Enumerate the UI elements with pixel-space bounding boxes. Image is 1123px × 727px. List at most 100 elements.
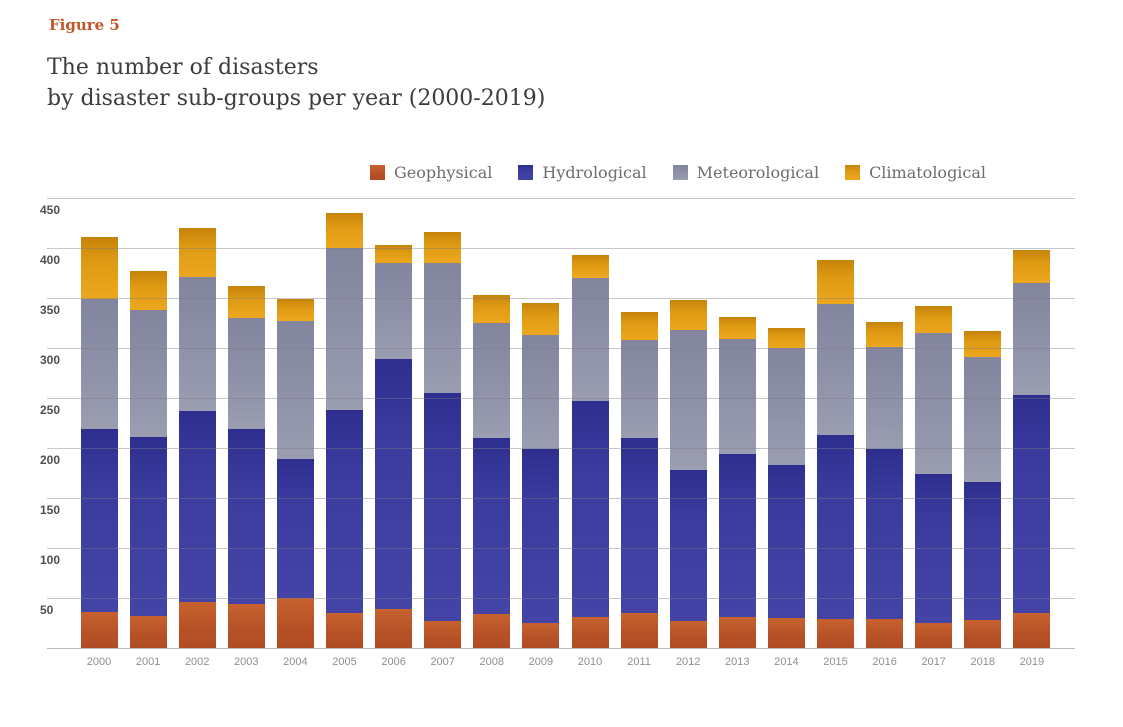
x-tick-label-2017: 2017 (921, 656, 946, 668)
legend-item-climatological: Climatological (845, 163, 986, 182)
bar-segment-meteorological-2002 (178, 277, 216, 411)
bar-segment-meteorological-2001 (129, 310, 167, 437)
bar-segment-hydrological-2007 (424, 393, 462, 621)
x-tick-label-2016: 2016 (872, 656, 897, 668)
legend-label-meteorological: Meteorological (696, 163, 820, 182)
x-tick-label-2007: 2007 (430, 656, 455, 668)
x-tick-label-2012: 2012 (675, 656, 701, 668)
gridline-400 (47, 248, 1075, 249)
y-tick-label-450: 450 (40, 203, 61, 217)
bar-segment-geophysical-2006 (375, 609, 413, 648)
gridline-250 (47, 398, 1075, 399)
bar-segment-geophysical-2016 (866, 619, 904, 648)
x-tick-label-2008: 2008 (479, 656, 505, 668)
x-tick-label-2004: 2004 (283, 656, 308, 668)
x-tick-label-2000: 2000 (86, 656, 112, 668)
bar-segment-climatological-2005 (326, 213, 363, 248)
bar-segment-hydrological-2001 (129, 437, 167, 616)
bar-2013 (718, 317, 756, 648)
bar-segment-hydrological-2017 (915, 474, 953, 623)
bar-segment-geophysical-2003 (227, 604, 265, 648)
bar-segment-climatological-2003 (227, 286, 265, 318)
x-tick-label-2014: 2014 (774, 656, 799, 668)
bar-2010 (571, 255, 609, 648)
bar-segment-climatological-2000 (80, 237, 118, 299)
bar-segment-meteorological-2004 (276, 321, 314, 459)
bar-2003 (227, 286, 265, 648)
chart-title-line1: The number of disasters (47, 55, 319, 80)
legend-item-hydrological: Hydrological (518, 163, 647, 182)
x-tick-label-2018: 2018 (970, 656, 996, 668)
y-tick-label-100: 100 (40, 553, 61, 567)
bar-segment-meteorological-2006 (375, 263, 413, 359)
bar-2017 (915, 306, 953, 648)
meteorological-swatch-icon (672, 165, 688, 180)
bar-segment-hydrological-2016 (866, 449, 904, 619)
bar-segment-meteorological-2019 (1013, 283, 1051, 395)
bar-segment-meteorological-2000 (80, 299, 118, 429)
legend-label-geophysical: Geophysical (394, 163, 493, 182)
bar-2008 (473, 295, 511, 648)
bar-segment-geophysical-2009 (522, 623, 560, 648)
bar-segment-meteorological-2015 (817, 304, 854, 435)
x-tick-label-2013: 2013 (725, 656, 750, 668)
bar-segment-hydrological-2019 (1013, 395, 1051, 613)
bar-segment-hydrological-2003 (227, 429, 265, 604)
bar-2015 (817, 260, 854, 648)
bar-segment-climatological-2016 (866, 322, 904, 347)
legend-label-hydrological: Hydrological (542, 163, 647, 182)
gridline-350 (47, 298, 1075, 299)
bar-segment-hydrological-2011 (620, 438, 658, 613)
chart-title-line2: by disaster sub-groups per year (2000-20… (47, 86, 546, 111)
bar-2007 (424, 232, 462, 648)
bar-2018 (964, 331, 1002, 648)
bar-segment-hydrological-2012 (669, 470, 707, 621)
bar-segment-climatological-2015 (817, 260, 854, 304)
x-tick-label-2001: 2001 (135, 656, 161, 668)
gridline-300 (47, 348, 1075, 349)
bar-segment-hydrological-2014 (767, 465, 805, 618)
bar-segment-climatological-2010 (571, 255, 609, 278)
bar-segment-geophysical-2001 (129, 616, 167, 648)
gridline-50 (47, 598, 1075, 599)
bar-segment-geophysical-2019 (1013, 613, 1051, 648)
bar-segment-climatological-2014 (767, 328, 805, 348)
gridline-100 (47, 548, 1075, 549)
x-tick-label-2009: 2009 (528, 656, 554, 668)
x-tick-label-2005: 2005 (332, 656, 357, 668)
bar-2002 (178, 228, 216, 648)
bar-segment-geophysical-2008 (473, 614, 511, 648)
bar-segment-geophysical-2018 (964, 620, 1002, 648)
bar-segment-climatological-2019 (1013, 250, 1051, 283)
bar-2006 (375, 245, 413, 648)
bar-segment-hydrological-2000 (80, 429, 118, 612)
bar-segment-geophysical-2004 (276, 598, 314, 648)
bar-2001 (129, 271, 167, 648)
legend: Geophysical Hydrological Meteorological … (370, 163, 986, 182)
bar-segment-geophysical-2002 (178, 602, 216, 648)
bar-segment-hydrological-2018 (964, 482, 1002, 620)
bar-segment-climatological-2017 (915, 306, 953, 333)
bar-segment-meteorological-2005 (326, 248, 363, 410)
gridline-150 (47, 498, 1075, 499)
x-tick-label-2010: 2010 (577, 656, 603, 668)
bar-segment-meteorological-2003 (227, 318, 265, 429)
bar-segment-hydrological-2010 (571, 401, 609, 617)
bar-segment-meteorological-2012 (669, 330, 707, 470)
bar-2011 (620, 312, 658, 648)
gridline-200 (47, 448, 1075, 449)
bar-segment-hydrological-2005 (326, 410, 363, 613)
bar-segment-meteorological-2017 (915, 333, 953, 474)
bar-segment-climatological-2004 (276, 299, 314, 321)
bar-segment-climatological-2006 (375, 245, 413, 263)
bar-segment-meteorological-2010 (571, 278, 609, 401)
bar-segment-meteorological-2008 (473, 323, 511, 438)
bar-segment-geophysical-2005 (326, 613, 363, 648)
climatological-swatch-icon (845, 165, 861, 180)
bar-segment-climatological-2012 (669, 300, 707, 330)
bar-2000 (80, 237, 118, 648)
bar-segment-hydrological-2009 (522, 449, 560, 623)
x-tick-label-2019: 2019 (1019, 656, 1045, 668)
x-tick-label-2011: 2011 (627, 656, 651, 668)
x-axis-baseline (47, 648, 1075, 649)
